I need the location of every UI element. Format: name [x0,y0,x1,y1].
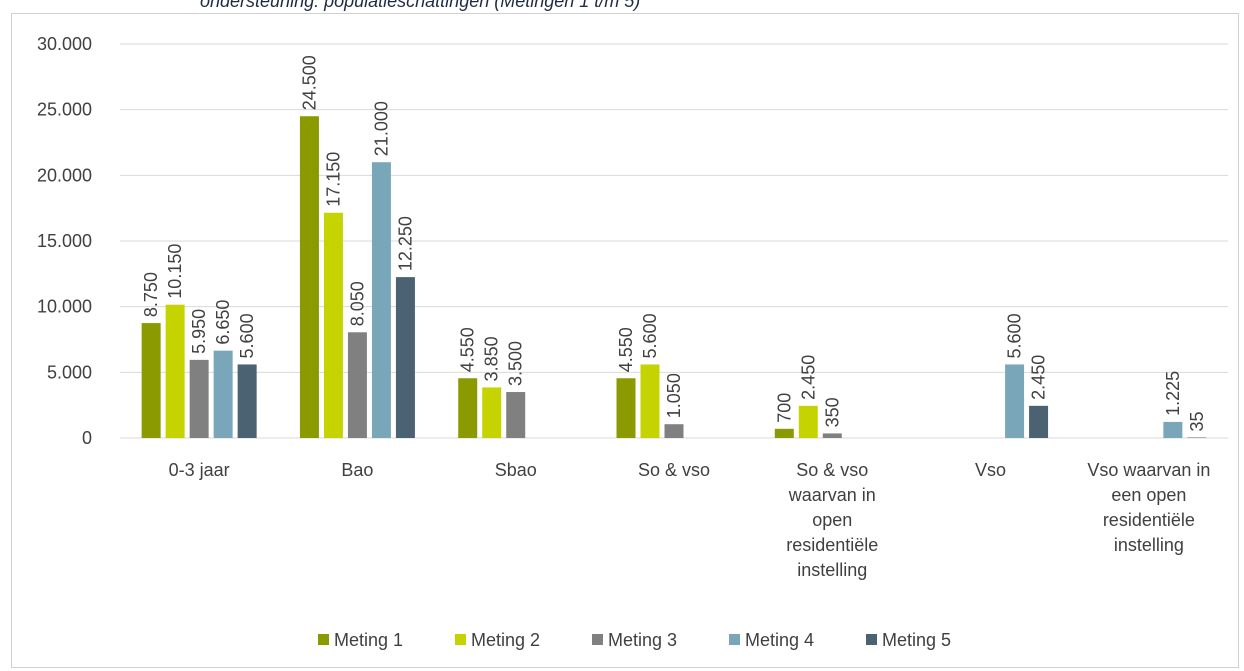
data-label: 8.050 [347,281,367,326]
x-category-label: 0-3 jaar [169,460,230,480]
legend-label: Meting 1 [334,630,403,650]
data-label: 21.000 [371,101,391,156]
y-tick-label: 0 [82,428,92,448]
chart-frame [11,13,1239,668]
bar [1163,421,1183,438]
data-label: 4.550 [458,327,478,372]
data-label: 8.750 [141,272,161,317]
x-category-label: Vso [975,460,1006,480]
data-label: 35 [1187,412,1207,432]
x-category-label: Sbao [495,460,537,480]
bar [482,387,502,438]
x-category-label: So & vso [638,460,710,480]
data-label: 5.600 [640,313,660,358]
data-label: 5.950 [189,309,209,354]
legend-swatch [318,634,329,645]
y-tick-label: 15.000 [37,231,92,251]
legend-swatch [592,634,603,645]
bar [822,433,842,438]
data-label: 24.500 [299,55,319,110]
legend-swatch [866,634,877,645]
x-category-label: instelling [797,560,867,580]
x-category-label: waarvan in [788,485,876,505]
legend-swatch [455,634,466,645]
data-label: 12.250 [395,216,415,271]
bar [371,162,391,438]
x-category-label: residentiële [1103,510,1195,530]
x-category-label: residentiële [786,535,878,555]
bar [798,405,818,438]
data-label: 3.850 [482,336,502,381]
data-label: 350 [822,397,842,427]
data-label: 5.600 [1005,313,1025,358]
bar [213,350,233,438]
x-category-label: So & vso [796,460,868,480]
data-label: 4.550 [616,327,636,372]
bar [616,378,636,438]
x-category-label: Vso waarvan in [1087,460,1210,480]
bar [1029,405,1049,438]
data-label: 3.500 [506,341,526,386]
y-tick-label: 30.000 [37,34,92,54]
bar [347,332,367,438]
bar [506,392,526,438]
data-label: 1.225 [1163,371,1183,416]
bar [165,304,185,438]
bar [395,277,415,438]
data-label: 700 [774,393,794,423]
y-tick-label: 10.000 [37,297,92,317]
data-label: 2.450 [798,355,818,400]
bar [189,359,209,438]
legend-label: Meting 2 [471,630,540,650]
bar [458,378,478,438]
bar [1005,364,1025,438]
bar [323,212,343,438]
legend-swatch [729,634,740,645]
x-category-label: Bao [341,460,373,480]
bar [640,364,660,438]
x-category-label: instelling [1114,535,1184,555]
chart-caption: ondersteuning: populatieschattingen (Met… [200,0,641,11]
data-label: 17.150 [323,152,343,207]
bar [299,116,319,438]
y-tick-label: 25.000 [37,100,92,120]
bar [237,364,257,438]
x-category-label: een open [1111,485,1186,505]
bar [141,323,161,438]
bar [664,424,684,438]
y-tick-label: 5.000 [47,362,92,382]
legend-label: Meting 4 [745,630,814,650]
data-label: 10.150 [165,244,185,299]
legend-label: Meting 5 [882,630,951,650]
x-category-label: open [812,510,852,530]
data-label: 6.650 [213,300,233,345]
legend-label: Meting 3 [608,630,677,650]
data-label: 5.600 [237,313,257,358]
data-label: 1.050 [664,373,684,418]
y-tick-label: 20.000 [37,165,92,185]
data-label: 2.450 [1029,355,1049,400]
bar [774,428,794,438]
